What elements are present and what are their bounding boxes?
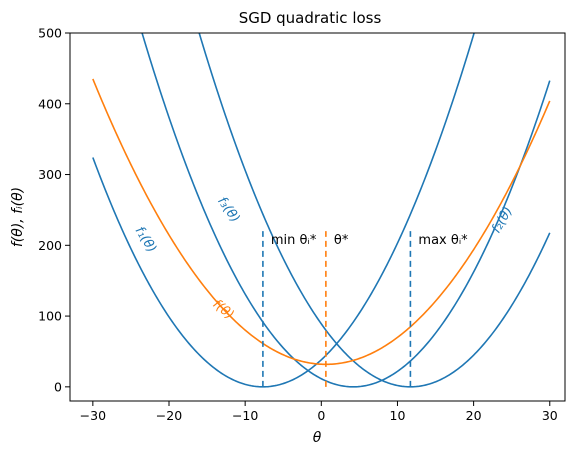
series-line-2	[198, 33, 551, 388]
curve-label-1: f₁(θ)	[132, 224, 160, 256]
series-line-4	[92, 78, 551, 366]
y-tick-label-5: 400	[38, 96, 62, 111]
annotation-label-3: max θᵢ*	[418, 233, 468, 248]
x-tick-label-6: 20	[466, 408, 482, 423]
series-line-3	[141, 33, 551, 388]
chart-title: SGD quadratic loss	[239, 9, 382, 27]
x-tick-label-4: 0	[317, 408, 325, 423]
x-tick-label-1: −30	[80, 408, 106, 423]
y-tick-label-1: 0	[54, 379, 62, 394]
y-axis-label: f(θ), fᵢ(θ)	[10, 187, 26, 247]
x-tick-label-3: −10	[232, 408, 258, 423]
annotation-label-1: min θᵢ*	[271, 233, 317, 248]
x-tick-label-5: 10	[390, 408, 406, 423]
curve-label-2: f₂(θ)	[489, 204, 516, 236]
x-axis-label: θ	[313, 430, 322, 446]
y-tick-label-6: 500	[38, 26, 62, 41]
y-tick-label-3: 200	[38, 238, 62, 253]
annotation-label-2: θ*	[334, 233, 349, 248]
x-tick-label-2: −20	[156, 408, 182, 423]
y-tick-label-4: 300	[38, 167, 62, 182]
plot-frame	[69, 32, 566, 402]
curve-label-3: f₃(θ)	[214, 194, 242, 225]
x-tick-label-7: 30	[542, 408, 558, 423]
series-line-1	[92, 33, 475, 388]
y-tick-label-2: 100	[38, 309, 62, 324]
